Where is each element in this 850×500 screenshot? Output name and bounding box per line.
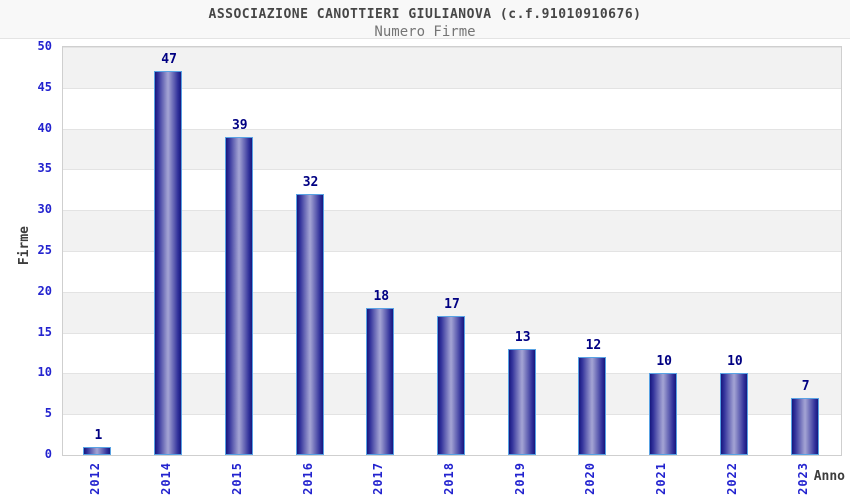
plot-area: 1 47 39 32 18 17 13 12 10 10 7 bbox=[62, 46, 842, 456]
x-tick-label: 2018 bbox=[442, 462, 456, 495]
x-tick-label: 2022 bbox=[724, 462, 739, 495]
bar bbox=[719, 373, 748, 455]
y-tick-label: 20 bbox=[37, 283, 52, 298]
chart-subtitle: Numero Firme bbox=[374, 24, 476, 40]
x-tick-label: 2023 bbox=[795, 462, 810, 495]
bar bbox=[649, 373, 678, 455]
plot-band bbox=[63, 47, 841, 88]
bar bbox=[224, 137, 253, 455]
bar bbox=[295, 194, 324, 455]
y-tick-label: 50 bbox=[37, 39, 52, 53]
x-axis-title: Anno bbox=[813, 469, 845, 484]
plot-band bbox=[63, 87, 841, 129]
x-tick-label: 2012 bbox=[88, 462, 103, 495]
bar-value-label: 13 bbox=[514, 330, 531, 345]
plot-band bbox=[63, 210, 841, 251]
plot-band bbox=[63, 251, 841, 292]
bar bbox=[790, 398, 819, 455]
y-tick-label: 15 bbox=[37, 324, 52, 339]
bar bbox=[507, 349, 536, 455]
bar-value-label: 12 bbox=[585, 338, 602, 353]
plot-band bbox=[63, 169, 841, 211]
y-tick-label: 25 bbox=[37, 243, 52, 257]
bar bbox=[366, 308, 395, 455]
x-tick-label: 2019 bbox=[512, 462, 527, 495]
bar bbox=[154, 71, 183, 455]
bar-value-label: 7 bbox=[801, 379, 810, 394]
bar-value-label: 32 bbox=[302, 175, 319, 190]
y-tick-label: 0 bbox=[44, 447, 52, 461]
bar bbox=[578, 357, 607, 455]
x-tick-label: 2017 bbox=[371, 462, 386, 495]
bar-value-label: 17 bbox=[444, 297, 460, 312]
x-tick-label: 2014 bbox=[159, 462, 174, 495]
y-tick-label: 30 bbox=[37, 202, 52, 217]
x-tick-label: 2020 bbox=[583, 462, 598, 495]
bar bbox=[437, 316, 465, 455]
y-tick-label: 10 bbox=[37, 365, 52, 380]
x-tick-label: 2015 bbox=[229, 462, 244, 495]
chart-title: ASSOCIAZIONE CANOTTIERI GIULIANOVA (c.f.… bbox=[208, 7, 642, 22]
plot-band bbox=[63, 128, 841, 170]
bar bbox=[83, 447, 112, 455]
chart-header-strip bbox=[0, 0, 850, 39]
bar-value-label: 1 bbox=[94, 428, 103, 443]
y-tick-label: 45 bbox=[37, 79, 52, 94]
y-tick-label: 35 bbox=[37, 161, 52, 176]
bar-value-label: 10 bbox=[656, 354, 672, 369]
y-tick-label: 40 bbox=[37, 120, 52, 135]
x-tick-label: 2016 bbox=[300, 462, 315, 495]
x-tick-label: 2021 bbox=[654, 462, 669, 495]
bar-value-label: 47 bbox=[161, 52, 177, 67]
bar-value-label: 10 bbox=[727, 354, 743, 369]
y-tick-label: 5 bbox=[44, 406, 52, 421]
bar-value-label: 39 bbox=[231, 118, 248, 133]
bar-value-label: 18 bbox=[373, 289, 390, 304]
